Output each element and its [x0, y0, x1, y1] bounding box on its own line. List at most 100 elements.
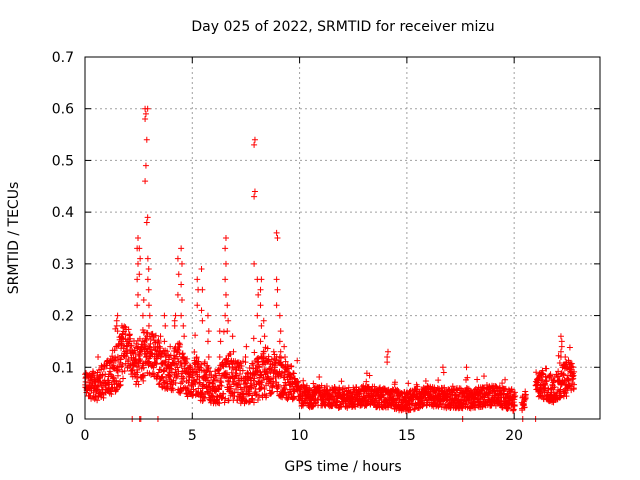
- data-point: [571, 381, 578, 388]
- data-point: [217, 338, 224, 345]
- data-point: [136, 271, 143, 278]
- data-point: [440, 369, 447, 376]
- data-point: [205, 379, 212, 386]
- data-point: [270, 348, 277, 355]
- data-point: [474, 376, 481, 383]
- data-point: [250, 335, 257, 342]
- data-point: [279, 369, 286, 376]
- data-point: [557, 333, 564, 340]
- data-point: [132, 350, 139, 357]
- data-point: [201, 395, 208, 402]
- data-point: [198, 389, 205, 396]
- data-point: [143, 136, 150, 143]
- data-point: [178, 297, 185, 304]
- data-point: [453, 386, 460, 393]
- data-point: [419, 403, 426, 410]
- data-point: [175, 271, 182, 278]
- data-point: [281, 353, 288, 360]
- data-point: [521, 404, 528, 411]
- data-point: [139, 312, 146, 319]
- data-point: [392, 379, 399, 386]
- data-point: [254, 355, 261, 362]
- x-tick-label: 20: [505, 428, 523, 444]
- data-point: [212, 372, 219, 379]
- data-point: [137, 348, 144, 355]
- data-point: [464, 374, 471, 381]
- data-point: [243, 343, 250, 350]
- data-point: [178, 312, 185, 319]
- data-point: [224, 328, 231, 335]
- data-point: [200, 394, 207, 401]
- data-point: [222, 291, 229, 298]
- data-point: [435, 377, 442, 384]
- data-point: [274, 369, 281, 376]
- data-point: [118, 333, 125, 340]
- data-point: [131, 347, 138, 354]
- data-point: [481, 373, 488, 380]
- data-point: [199, 317, 206, 324]
- data-point: [242, 379, 249, 386]
- data-point: [140, 364, 147, 371]
- data-point: [125, 326, 132, 333]
- data-point: [405, 380, 412, 387]
- data-point: [558, 338, 565, 345]
- data-point: [542, 384, 549, 391]
- data-point: [136, 245, 143, 252]
- data-point: [114, 312, 121, 319]
- data-point: [539, 377, 546, 384]
- data-point: [251, 188, 258, 195]
- data-point: [177, 341, 184, 348]
- data-point: [175, 347, 182, 354]
- data-point: [276, 338, 283, 345]
- data-point: [164, 385, 171, 392]
- data-point: [222, 372, 229, 379]
- data-point: [441, 384, 448, 391]
- data-point: [222, 260, 229, 267]
- data-point: [166, 353, 173, 360]
- data-point: [164, 380, 171, 387]
- data-point: [282, 382, 289, 389]
- data-point: [231, 393, 238, 400]
- data-point: [222, 245, 229, 252]
- data-point: [471, 395, 478, 402]
- data-point: [162, 322, 169, 329]
- data-point: [276, 312, 283, 319]
- data-point: [512, 393, 519, 400]
- data-point: [167, 343, 174, 350]
- data-point: [205, 328, 212, 335]
- data-point: [144, 214, 151, 221]
- data-point: [172, 379, 179, 386]
- data-point: [161, 338, 168, 345]
- data-point: [159, 373, 166, 380]
- data-point: [562, 353, 569, 360]
- data-point: [312, 400, 319, 407]
- data-point: [288, 363, 295, 370]
- data-point: [221, 399, 228, 406]
- data-point: [171, 345, 178, 352]
- data-point: [174, 255, 181, 262]
- data-point: [543, 378, 550, 385]
- data-point: [258, 322, 265, 329]
- data-point: [242, 353, 249, 360]
- data-point: [551, 383, 558, 390]
- data-point: [190, 386, 197, 393]
- data-point: [180, 375, 187, 382]
- data-point: [152, 332, 159, 339]
- data-point: [556, 359, 563, 366]
- data-point: [246, 365, 253, 372]
- data-point: [171, 317, 178, 324]
- data-point: [384, 348, 391, 355]
- data-point: [560, 370, 567, 377]
- data-point: [270, 380, 277, 387]
- data-point: [140, 377, 147, 384]
- data-point: [108, 391, 115, 398]
- data-point: [229, 333, 236, 340]
- data-point: [566, 344, 573, 351]
- data-point: [511, 402, 518, 409]
- data-point: [144, 329, 151, 336]
- data-point: [276, 353, 283, 360]
- data-point: [134, 369, 141, 376]
- data-point: [555, 368, 562, 375]
- data-point: [261, 386, 268, 393]
